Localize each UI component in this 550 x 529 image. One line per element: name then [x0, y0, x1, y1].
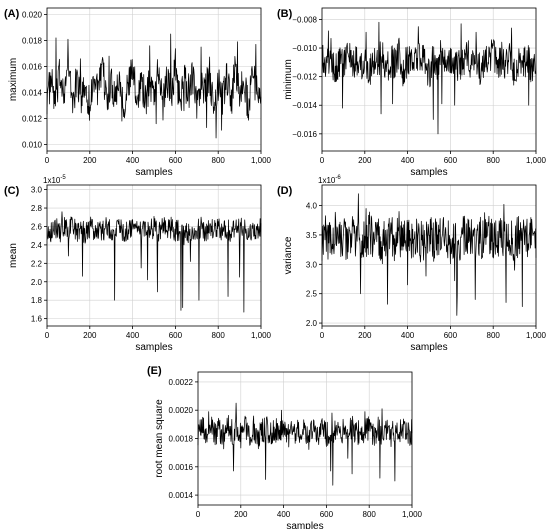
y-tick-label: 0.016 [22, 63, 43, 72]
y-tick-label: 0.0022 [169, 378, 194, 387]
x-tick-label: 400 [401, 156, 415, 165]
series-line [197, 402, 413, 486]
x-tick-label: 1,000 [526, 156, 547, 165]
plot-frame [321, 184, 537, 327]
y-tick-label: 0.010 [22, 141, 43, 150]
y-tick-label: −0.016 [292, 130, 317, 139]
y-tick-label: 0.0014 [169, 491, 194, 500]
x-tick-label: 400 [126, 156, 140, 165]
panel-label: (B) [277, 8, 293, 20]
x-tick-label: 800 [487, 156, 501, 165]
x-tick-label: 400 [126, 331, 140, 340]
y-tick-label: 1.6 [31, 315, 43, 324]
plot-frame [46, 184, 262, 327]
x-tick-label: 600 [444, 156, 458, 165]
y-axis-label: variance [283, 236, 294, 274]
x-tick-label: 600 [444, 331, 458, 340]
panel-label: (D) [277, 185, 293, 197]
x-tick-label: 0 [320, 156, 325, 165]
y-axis-label: root mean square [154, 399, 165, 478]
x-tick-label: 1,000 [402, 510, 423, 519]
y-tick-label: −0.010 [292, 44, 317, 53]
y-tick-label: 0.018 [22, 37, 43, 46]
y-tick-label: 4.0 [306, 202, 318, 211]
x-axis-label: samples [135, 342, 172, 353]
y-tick-label: −0.008 [292, 15, 317, 24]
series-line [321, 21, 537, 135]
x-tick-label: 800 [487, 331, 501, 340]
axis-multiplier: 1x10-5 [43, 175, 66, 185]
x-tick-label: 400 [401, 331, 415, 340]
x-tick-label: 600 [169, 156, 183, 165]
x-tick-label: 0 [320, 331, 325, 340]
x-tick-label: 1,000 [251, 331, 272, 340]
x-tick-label: 200 [83, 156, 97, 165]
y-tick-label: 2.4 [31, 241, 43, 250]
y-tick-label: 0.012 [22, 115, 43, 124]
y-tick-label: 2.6 [31, 222, 43, 231]
y-tick-label: 1.8 [31, 296, 43, 305]
y-axis-label: mean [8, 243, 19, 268]
plot-frame [46, 7, 262, 152]
panel-label: (C) [4, 185, 20, 197]
panel-label: (A) [4, 8, 20, 20]
x-axis-label: samples [135, 167, 172, 178]
axis-multiplier-exponent: -6 [335, 175, 341, 181]
y-tick-label: 0.0020 [169, 406, 194, 415]
x-tick-label: 800 [212, 331, 226, 340]
x-tick-label: 600 [320, 510, 334, 519]
x-axis-label: samples [410, 167, 447, 178]
x-tick-label: 800 [363, 510, 377, 519]
series-line [46, 33, 262, 139]
y-tick-label: 2.2 [31, 259, 43, 268]
x-tick-label: 1,000 [526, 331, 547, 340]
y-tick-label: 2.8 [31, 204, 43, 213]
x-tick-label: 200 [83, 331, 97, 340]
series-line [321, 193, 537, 316]
y-tick-label: −0.012 [292, 73, 317, 82]
y-tick-label: 3.5 [306, 231, 318, 240]
x-tick-label: 0 [45, 331, 50, 340]
x-axis-label: samples [410, 342, 447, 353]
y-tick-label: 0.0016 [169, 463, 194, 472]
x-tick-label: 0 [196, 510, 201, 519]
chart-panel-4: 0 200 400 600 800 1,000 2.0 2.5 3.0 3.5 4.0 samples… [277, 175, 547, 353]
axis-multiplier-exponent: -5 [60, 175, 66, 181]
y-tick-label: 3.0 [31, 186, 43, 195]
axis-multiplier: 1x10-6 [318, 175, 341, 185]
x-tick-label: 1,000 [251, 156, 272, 165]
x-tick-label: 200 [358, 156, 372, 165]
y-axis-label: maximum [8, 58, 19, 101]
y-tick-label: 0.0018 [169, 435, 194, 444]
y-tick-label: 2.5 [306, 290, 318, 299]
plot-frame [321, 7, 537, 152]
x-tick-label: 600 [169, 331, 183, 340]
x-tick-label: 800 [212, 156, 226, 165]
axis-multiplier-base: 1x10 [43, 176, 61, 185]
chart-panel-5: 0 200 400 600 800 1,000 0.0014 0.0016 0.0018 0.00… [147, 365, 423, 529]
series-line [46, 211, 262, 313]
x-tick-label: 200 [234, 510, 248, 519]
y-tick-label: 2.0 [306, 319, 318, 328]
chart-panel-1: 0 200 400 600 800 1,000 0.010 0.012 0.014 0.016 0.… [4, 7, 272, 178]
panel-label: (E) [147, 365, 162, 377]
chart-panel-2: 0 200 400 600 800 1,000 −0.016 −0.014 −0.012 −0.0… [277, 7, 547, 178]
y-tick-label: −0.014 [292, 101, 317, 110]
x-tick-label: 0 [45, 156, 50, 165]
y-axis-label: minimum [283, 59, 294, 100]
x-axis-label: samples [286, 521, 323, 529]
x-tick-label: 400 [277, 510, 291, 519]
y-tick-label: 3.0 [306, 260, 318, 269]
y-tick-label: 2.0 [31, 278, 43, 287]
y-tick-label: 0.020 [22, 11, 43, 20]
y-tick-label: 0.014 [22, 89, 43, 98]
axis-multiplier-base: 1x10 [318, 176, 336, 185]
x-tick-label: 200 [358, 331, 372, 340]
chart-panel-3: 0 200 400 600 800 1,000 1.6 1.8 2.0 2.2 2.4 2.6 2.8 3… [4, 175, 272, 353]
